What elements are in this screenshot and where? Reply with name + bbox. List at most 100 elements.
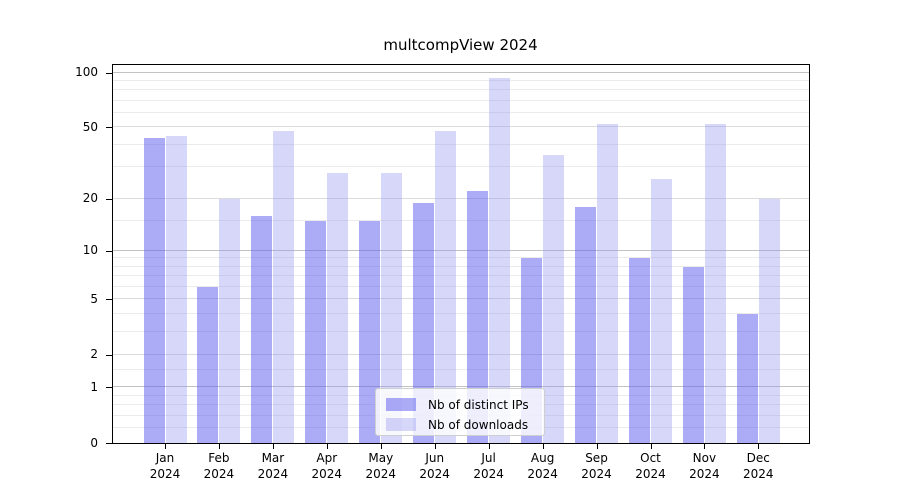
gridline [113,79,809,81]
x-tick-year: 2024 [635,467,666,481]
bar-distinct-ips-sep [575,206,596,443]
gridline [113,330,809,332]
bar-group-jun [413,130,457,443]
bar-downloads-feb [219,198,241,443]
x-tick-year: 2024 [689,467,720,481]
bar-group-jul [467,78,511,443]
x-tick-mark [272,444,274,449]
y-tick-label: 2 [90,347,98,362]
x-tick-month: Sep [585,451,608,465]
gridline [113,143,809,145]
y-tick-label: 10 [82,243,98,257]
y-tick-mark [106,354,112,356]
bar-distinct-ips-feb [197,286,219,443]
plot-area: Nb of distinct IPs Nb of downloads [112,64,810,444]
bar-group-mar [251,130,295,443]
x-tick-month: Oct [640,451,661,465]
x-tick-month: Jul [481,451,496,465]
x-tick-month: Mar [261,451,285,465]
gridline [113,312,809,314]
y-tick-mark [106,72,112,74]
bar-group-may [359,172,403,443]
x-tick-label-apr: Apr 2024 [297,450,357,482]
x-tick-label-oct: Oct 2024 [621,450,681,482]
y-tick-mark [106,127,112,129]
x-tick-mark [596,444,598,449]
bar-downloads-jul [489,78,511,443]
bar-downloads-aug [543,155,565,443]
gridline [113,298,809,300]
y-tick-mark [106,443,112,444]
x-tick-year: 2024 [419,467,450,481]
x-tick-mark [542,444,544,449]
x-tick-mark [704,444,706,449]
x-tick-month: Apr [316,451,338,465]
gridline [113,219,809,221]
bar-downloads-dec [758,198,780,443]
x-tick-year: 2024 [743,467,774,481]
y-tick-label: 20 [82,191,98,206]
gridline [113,249,809,251]
legend-swatch-distinct-ips [386,398,416,411]
x-tick-label-nov: Nov 2024 [674,450,734,482]
bar-group-feb [197,198,241,443]
x-tick-label-sep: Sep 2024 [567,450,627,482]
bar-distinct-ips-may [359,220,381,443]
chart-title: multcompView 2024 [383,36,538,54]
bar-downloads-mar [273,130,295,443]
bar-downloads-may [381,172,403,443]
bar-group-sep [575,124,618,443]
gridline [113,99,809,101]
y-tick-label: 5 [90,291,98,306]
x-tick-year: 2024 [365,467,397,481]
x-tick-label-feb: Feb 2024 [189,450,249,482]
x-tick-month: Jun [425,451,445,465]
gridline [113,257,809,259]
bar-distinct-ips-apr [305,220,327,443]
gridline [113,71,809,73]
gridline [113,126,809,128]
bars-layer [113,65,809,443]
x-tick-mark [488,444,490,449]
x-tick-year: 2024 [581,467,612,481]
bar-downloads-oct [651,178,672,443]
legend: Nb of distinct IPs Nb of downloads [375,388,545,436]
legend-item-distinct-ips: Nb of distinct IPs [386,396,544,413]
gridline [113,386,809,388]
x-tick-label-mar: Mar 2024 [243,450,303,482]
x-tick-mark [218,444,220,449]
legend-label-distinct-ips: Nb of distinct IPs [428,397,529,412]
bar-group-dec [736,198,780,443]
x-tick-year: 2024 [257,467,289,481]
gridline [113,197,809,199]
bar-group-oct [629,178,672,443]
x-tick-year: 2024 [527,467,558,481]
y-tick-label: 50 [82,119,98,134]
x-tick-month: Dec [746,451,770,465]
bar-distinct-ips-jan [143,137,165,443]
x-tick-label-aug: Aug 2024 [513,450,573,482]
bar-distinct-ips-jun [413,202,435,443]
x-tick-month: Aug [530,451,555,465]
x-tick-mark [434,444,436,449]
gridline [113,166,809,168]
y-tick-label: 100 [75,65,98,80]
bar-group-jan [143,135,187,443]
x-tick-month: Nov [692,451,717,465]
x-tick-year: 2024 [311,467,343,481]
x-tick-month: Jan [155,451,175,465]
x-tick-label-may: May 2024 [351,450,411,482]
y-tick-label: 0 [90,435,98,450]
gridline [113,353,809,355]
x-tick-month: Feb [208,451,230,465]
x-tick-year: 2024 [473,467,504,481]
y-tick-mark [106,198,112,200]
x-tick-mark [165,444,166,449]
x-tick-label-jul: Jul 2024 [459,450,519,482]
bar-downloads-sep [597,124,618,443]
bar-group-nov [682,124,726,443]
bar-downloads-jun [435,130,457,443]
bar-distinct-ips-oct [629,258,650,443]
bar-distinct-ips-nov [682,266,704,443]
